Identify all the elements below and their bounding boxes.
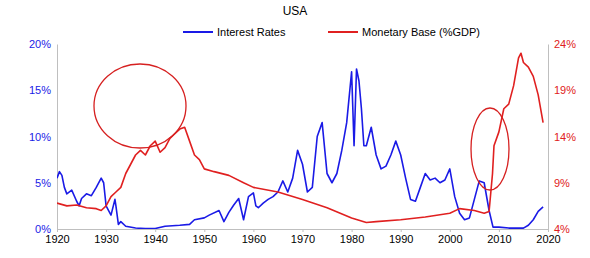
y-axis: 0% 5% 10% 15% 20% bbox=[29, 38, 58, 235]
series-line bbox=[57, 53, 543, 222]
tick-label: 20% bbox=[29, 38, 51, 50]
tick-label: 1970 bbox=[291, 233, 315, 245]
tick: 20% bbox=[29, 38, 57, 50]
tick-label: 1980 bbox=[340, 233, 364, 245]
axis-line bbox=[548, 45, 549, 230]
series-line bbox=[57, 69, 543, 229]
tick: 1940 bbox=[143, 229, 167, 245]
tick: 14% bbox=[548, 131, 576, 143]
tick-label: 10% bbox=[29, 131, 51, 143]
title: USA bbox=[283, 4, 308, 18]
tick: 1930 bbox=[94, 229, 118, 245]
tick-label: 1940 bbox=[143, 233, 167, 245]
tick-label: 0% bbox=[35, 223, 51, 235]
tick-mark bbox=[303, 229, 304, 232]
legend-swatch bbox=[328, 31, 358, 33]
tick: 24% bbox=[548, 38, 576, 50]
plot-area bbox=[57, 53, 543, 228]
y2-axis: 4% 9% 14% 19% 24% bbox=[548, 38, 576, 235]
axis-line bbox=[57, 45, 58, 230]
tick: 15% bbox=[29, 84, 57, 96]
legend-label: Monetary Base (%GDP) bbox=[362, 26, 480, 38]
tick-mark bbox=[450, 229, 451, 232]
annotation-ellipse bbox=[471, 108, 509, 190]
tick-label: 5% bbox=[35, 177, 51, 189]
tick: 4% bbox=[548, 223, 570, 235]
tick-mark bbox=[499, 229, 500, 232]
tick-label: 9% bbox=[554, 177, 570, 189]
tick: 2000 bbox=[438, 229, 462, 245]
tick-label: 1990 bbox=[389, 233, 413, 245]
tick-label: 15% bbox=[29, 84, 51, 96]
tick: 1970 bbox=[291, 229, 315, 245]
legend-item: Interest Rates bbox=[183, 26, 286, 38]
tick-label: 2000 bbox=[438, 233, 462, 245]
tick-label: 14% bbox=[554, 131, 576, 143]
tick: 10% bbox=[29, 131, 57, 143]
tick: 19% bbox=[548, 84, 576, 96]
tick-mark bbox=[352, 229, 353, 232]
tick: 5% bbox=[35, 177, 57, 189]
legend-swatch bbox=[183, 31, 213, 33]
tick: 1960 bbox=[242, 229, 266, 245]
tick-label: 1960 bbox=[242, 233, 266, 245]
tick-mark bbox=[253, 229, 254, 232]
annotations bbox=[94, 64, 509, 190]
legend: Interest Rates Monetary Base (%GDP) bbox=[183, 26, 480, 38]
tick: 1980 bbox=[340, 229, 364, 245]
tick-mark bbox=[106, 229, 107, 232]
tick: 0% bbox=[35, 223, 57, 235]
tick: 2010 bbox=[487, 229, 511, 245]
tick-mark bbox=[204, 229, 205, 232]
tick: 1950 bbox=[193, 229, 217, 245]
tick-label: 19% bbox=[554, 84, 576, 96]
chart: USA1920193019401950196019701980199020002… bbox=[0, 0, 590, 258]
legend-item: Monetary Base (%GDP) bbox=[328, 26, 480, 38]
x-axis: 1920193019401950196019701980199020002010… bbox=[45, 229, 560, 245]
tick-label: 4% bbox=[554, 223, 570, 235]
tick: 1990 bbox=[389, 229, 413, 245]
tick-mark bbox=[155, 229, 156, 232]
annotation-ellipse bbox=[94, 64, 186, 148]
tick-mark bbox=[401, 229, 402, 232]
tick-label: 1930 bbox=[94, 233, 118, 245]
tick-label: 1950 bbox=[193, 233, 217, 245]
tick-label: 24% bbox=[554, 38, 576, 50]
legend-label: Interest Rates bbox=[217, 26, 286, 38]
tick-label: 2010 bbox=[487, 233, 511, 245]
tick: 9% bbox=[548, 177, 570, 189]
